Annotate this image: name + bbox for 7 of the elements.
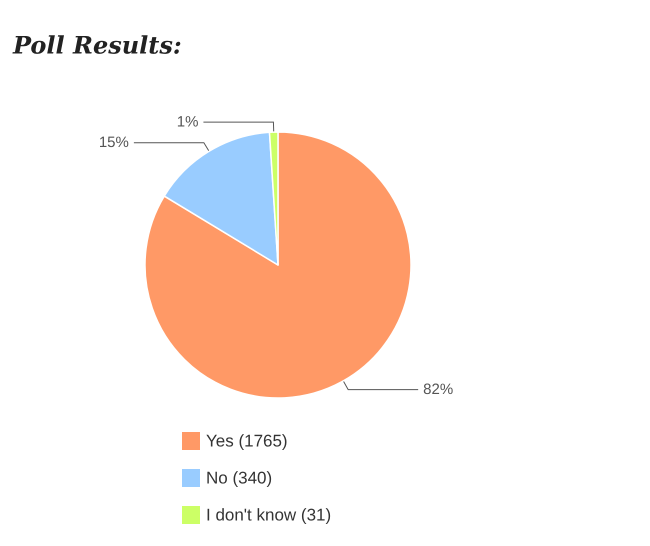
legend-label: I don't know (31) [206, 506, 332, 524]
chart-title: Poll Results: [12, 30, 182, 60]
legend-label: No (340) [206, 468, 272, 488]
data-label: 1% [176, 114, 198, 131]
data-label: 15% [98, 134, 129, 152]
data-label: 82% [423, 381, 454, 398]
legend-label: Yes (1765) [206, 432, 288, 450]
